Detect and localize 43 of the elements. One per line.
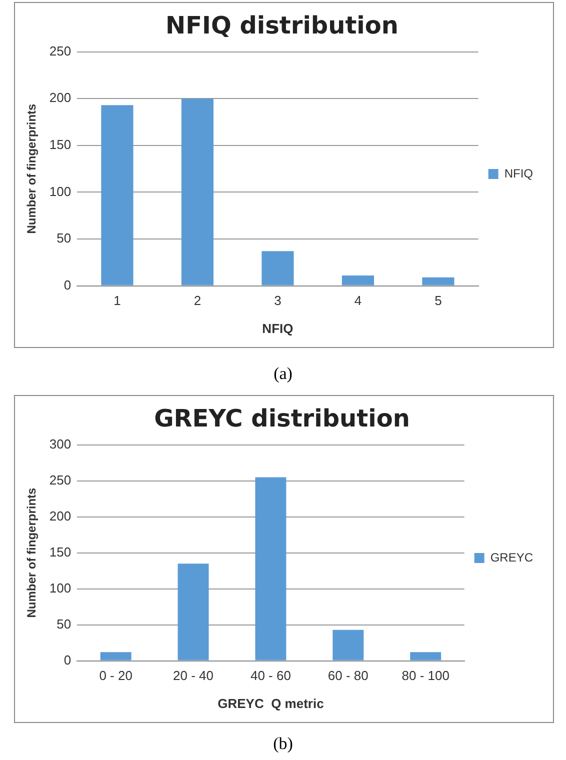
y-tick-label: 150 [49,544,72,560]
bar [262,251,294,286]
y-tick-label: 0 [64,652,72,668]
y-tick-label: 250 [49,43,72,58]
x-axis-title: GREYC Q metric [218,696,324,711]
x-tick-label: 5 [434,293,442,308]
x-axis-title: NFIQ [262,320,294,336]
bar [332,630,364,660]
y-tick-label: 150 [49,136,72,152]
x-tick-label: 2 [194,293,202,308]
y-axis-title: Number of fingerprints [24,487,39,618]
y-tick-label: 300 [49,436,72,452]
y-tick-label: 100 [49,580,72,596]
bar [255,477,286,660]
x-tick-label: 1 [114,293,121,308]
text: (b) [272,734,294,754]
y-tick-label: 200 [49,508,72,524]
x-tick-label: 60 - 80 [328,668,368,684]
x-tick-label: 80 - 100 [402,668,450,684]
bar [178,564,209,660]
bar [101,105,134,286]
y-tick-label: 50 [56,230,72,246]
bar [100,652,132,660]
y-tick-label: 50 [56,616,72,632]
y-axis-title: Number of fingerprints [24,103,39,234]
legend-label: GREYC [490,550,534,564]
bar [410,652,442,660]
y-tick-label: 100 [49,184,72,199]
x-tick-label: 4 [354,293,362,308]
chart-title: GREYC distribution [154,404,410,433]
y-tick-label: 0 [64,277,72,292]
y-tick-label: 200 [49,90,72,106]
bar [181,98,214,286]
legend-label: NFIQ [504,166,534,180]
bar [422,277,454,286]
text: (a) [272,364,294,384]
bar [342,276,374,286]
x-tick-label: 0 - 20 [99,668,132,684]
chart-title: NFIQ distribution [166,12,398,40]
x-tick-label: 3 [274,293,282,308]
x-tick-label: 40 - 60 [250,668,291,684]
y-tick-label: 250 [49,472,72,488]
x-tick-label: 20 - 40 [173,668,214,684]
